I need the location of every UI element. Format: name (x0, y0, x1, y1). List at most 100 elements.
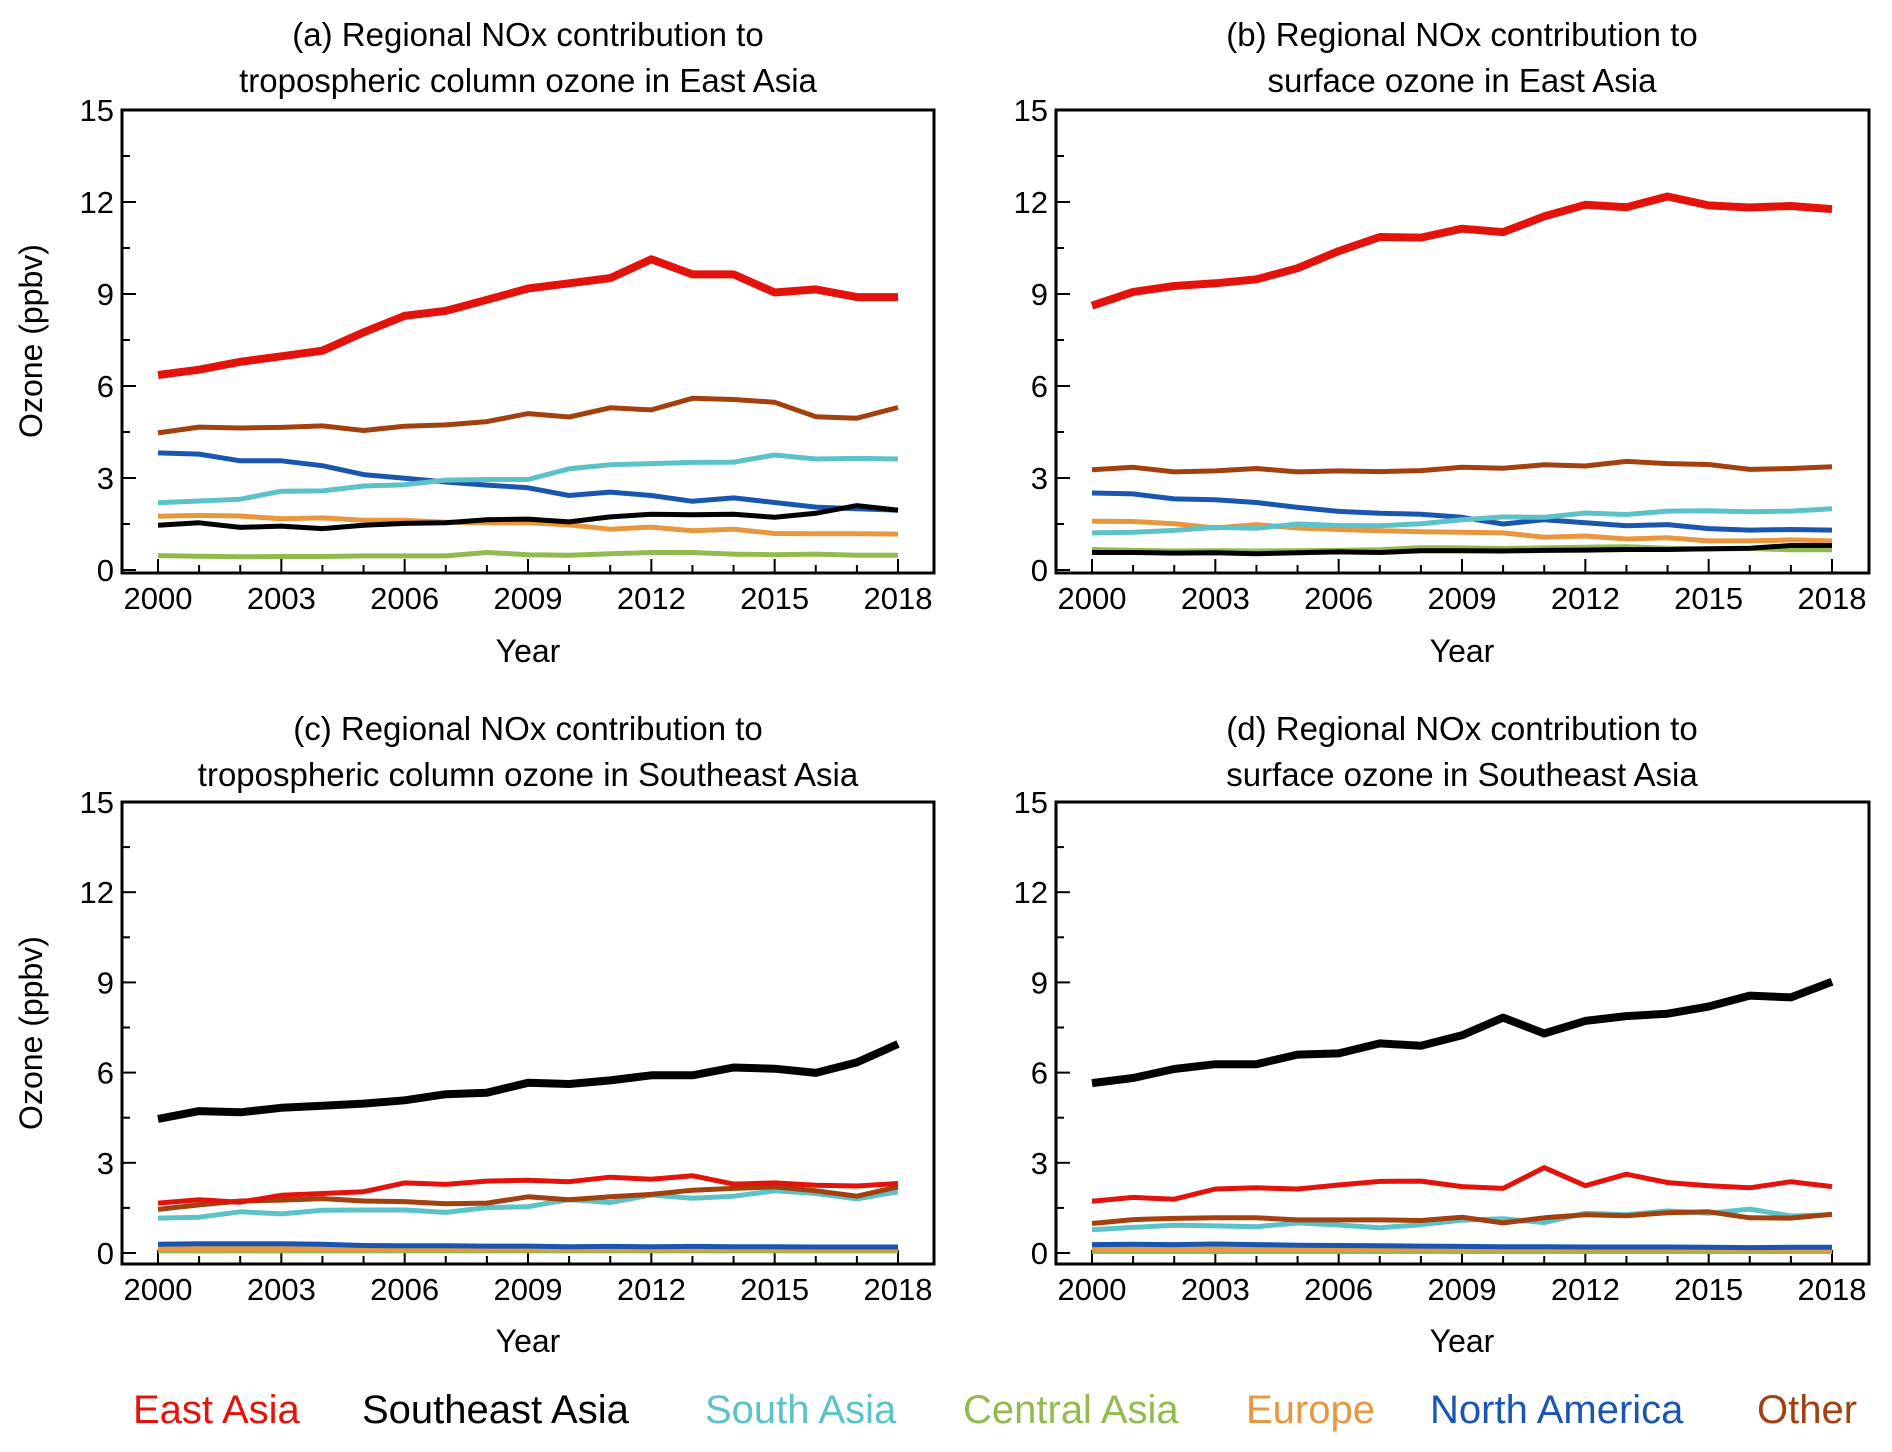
x-tick-label: 2006 (1304, 581, 1373, 616)
panel-d: (d) Regional NOx contribution to surface… (1014, 710, 1871, 1359)
x-tick-label: 2000 (1058, 581, 1127, 616)
y-tick-label: 6 (1031, 1056, 1048, 1091)
series-line-other (157, 1184, 899, 1212)
x-tick-label: 2012 (617, 581, 686, 616)
x-tick-label: 2015 (740, 581, 809, 616)
y-tick-label: 9 (97, 277, 114, 312)
legend-item-south-asia: South Asia (705, 1388, 897, 1432)
y-tick-label: 6 (97, 1056, 114, 1091)
series-line-europe (157, 512, 899, 537)
x-tick-label: 2003 (247, 581, 316, 616)
y-tick-label: 12 (80, 185, 114, 220)
series-line-other (1091, 1209, 1833, 1226)
panel-c-title-line2: tropospheric column ozone in Southeast A… (198, 756, 859, 793)
series-line-southeast-asia (1092, 543, 1832, 557)
series-line-south-asia (157, 1188, 899, 1221)
series-line-south-asia (157, 452, 899, 506)
y-tick-label: 3 (1031, 461, 1048, 496)
panel-a-title-line2: tropospheric column ozone in East Asia (239, 62, 817, 99)
panel-b-title-line2: surface ozone in East Asia (1268, 62, 1658, 99)
y-tick-label: 15 (1014, 93, 1048, 128)
x-tick-label: 2018 (1798, 1272, 1867, 1307)
panel-c-title-line1: (c) Regional NOx contribution to (293, 710, 763, 747)
panel-b-title-line1: (b) Regional NOx contribution to (1226, 16, 1697, 53)
x-tick-label: 2000 (124, 1272, 193, 1307)
y-tick-label: 9 (1031, 965, 1048, 1000)
x-tick-label: 2012 (617, 1272, 686, 1307)
series-line-other (157, 395, 899, 436)
panel-d-title-line1: (d) Regional NOx contribution to (1226, 710, 1697, 747)
panel-d-frame (1054, 800, 1871, 1266)
legend-item-east-asia: East Asia (133, 1388, 301, 1432)
y-tick-label: 15 (80, 93, 114, 128)
x-tick-label: 2015 (740, 1272, 809, 1307)
x-tick-label: 2000 (1058, 1272, 1127, 1307)
panel-b-ticks: 2000 2003 2006 2009 2012 2015 2018 0 3 6 9 12 15 (1014, 93, 1867, 616)
panel-c-frame (120, 800, 936, 1266)
series-line-east-asia (1091, 1165, 1833, 1204)
panel-d-title-line2: surface ozone in Southeast Asia (1226, 756, 1698, 793)
x-tick-label: 2009 (1428, 581, 1497, 616)
x-tick-label: 2018 (1798, 581, 1867, 616)
y-tick-label: 0 (97, 553, 114, 588)
panel-a-title-line1: (a) Regional NOx contribution to (292, 16, 763, 53)
series-line-southeast-asia (157, 503, 899, 532)
y-tick-label: 6 (1031, 369, 1048, 404)
panel-a-xlabel: Year (496, 633, 561, 669)
x-tick-label: 2000 (124, 581, 193, 616)
series-line-east-asia (1090, 192, 1833, 310)
x-tick-label: 2018 (864, 1272, 933, 1307)
series-line-south-asia (1091, 506, 1833, 536)
y-tick-label: 0 (1031, 1236, 1048, 1271)
panel-a-ticks: 2000 2003 2006 2009 2012 2015 2018 0 3 6 9 12 15 (80, 93, 933, 616)
panel-d-lines (1091, 978, 1834, 1254)
panel-a-ylabel: Ozone (ppbv) (13, 244, 49, 438)
y-tick-label: 3 (97, 461, 114, 496)
y-tick-label: 0 (1031, 553, 1048, 588)
x-tick-label: 2012 (1551, 581, 1620, 616)
y-tick-label: 9 (97, 965, 114, 1000)
series-line-east-asia (157, 1173, 899, 1206)
panel-a-lines (157, 255, 899, 560)
x-tick-label: 2015 (1674, 1272, 1743, 1307)
panel-d-ticks: 2000 2003 2006 2009 2012 2015 2018 0 3 6 9 12 15 (1014, 785, 1867, 1307)
panel-b-xlabel: Year (1430, 633, 1495, 669)
panel-b-frame (1054, 108, 1871, 575)
series-line-southeast-asia (1091, 978, 1834, 1088)
x-tick-label: 2012 (1551, 1272, 1620, 1307)
y-tick-label: 3 (1031, 1146, 1048, 1181)
x-tick-label: 2006 (1304, 1272, 1373, 1307)
panel-a: (a) Regional NOx contribution to troposp… (13, 16, 936, 669)
panel-c-lines (157, 1040, 900, 1254)
x-tick-label: 2009 (494, 1272, 563, 1307)
x-tick-label: 2009 (494, 581, 563, 616)
series-line-other (1091, 458, 1833, 475)
series-line-north-america (157, 1241, 898, 1250)
x-tick-label: 2003 (1181, 1272, 1250, 1307)
y-tick-label: 15 (1014, 785, 1048, 820)
y-tick-label: 0 (97, 1236, 114, 1271)
x-tick-label: 2018 (864, 581, 933, 616)
series-line-north-america (157, 450, 899, 513)
panel-c-xlabel: Year (496, 1323, 561, 1359)
legend-item-other: Other (1757, 1388, 1857, 1432)
y-tick-label: 12 (1014, 185, 1048, 220)
y-tick-label: 3 (97, 1146, 114, 1181)
panel-c-ylabel: Ozone (ppbv) (13, 936, 49, 1130)
y-tick-label: 6 (97, 369, 114, 404)
y-tick-label: 9 (1031, 277, 1048, 312)
y-tick-label: 12 (1014, 875, 1048, 910)
legend: East Asia Southeast Asia South Asia Cent… (133, 1388, 1857, 1432)
legend-item-central-asia: Central Asia (963, 1388, 1179, 1432)
x-tick-label: 2003 (1181, 581, 1250, 616)
legend-item-north-america: North America (1430, 1388, 1684, 1432)
series-line-central-asia (157, 550, 898, 560)
panel-c: (c) Regional NOx contribution to troposp… (13, 710, 936, 1359)
panel-d-xlabel: Year (1430, 1323, 1495, 1359)
series-line-southeast-asia (157, 1040, 900, 1123)
x-tick-label: 2009 (1428, 1272, 1497, 1307)
panel-a-frame (120, 108, 936, 575)
x-tick-label: 2003 (247, 1272, 316, 1307)
legend-item-southeast-asia: Southeast Asia (362, 1388, 630, 1432)
